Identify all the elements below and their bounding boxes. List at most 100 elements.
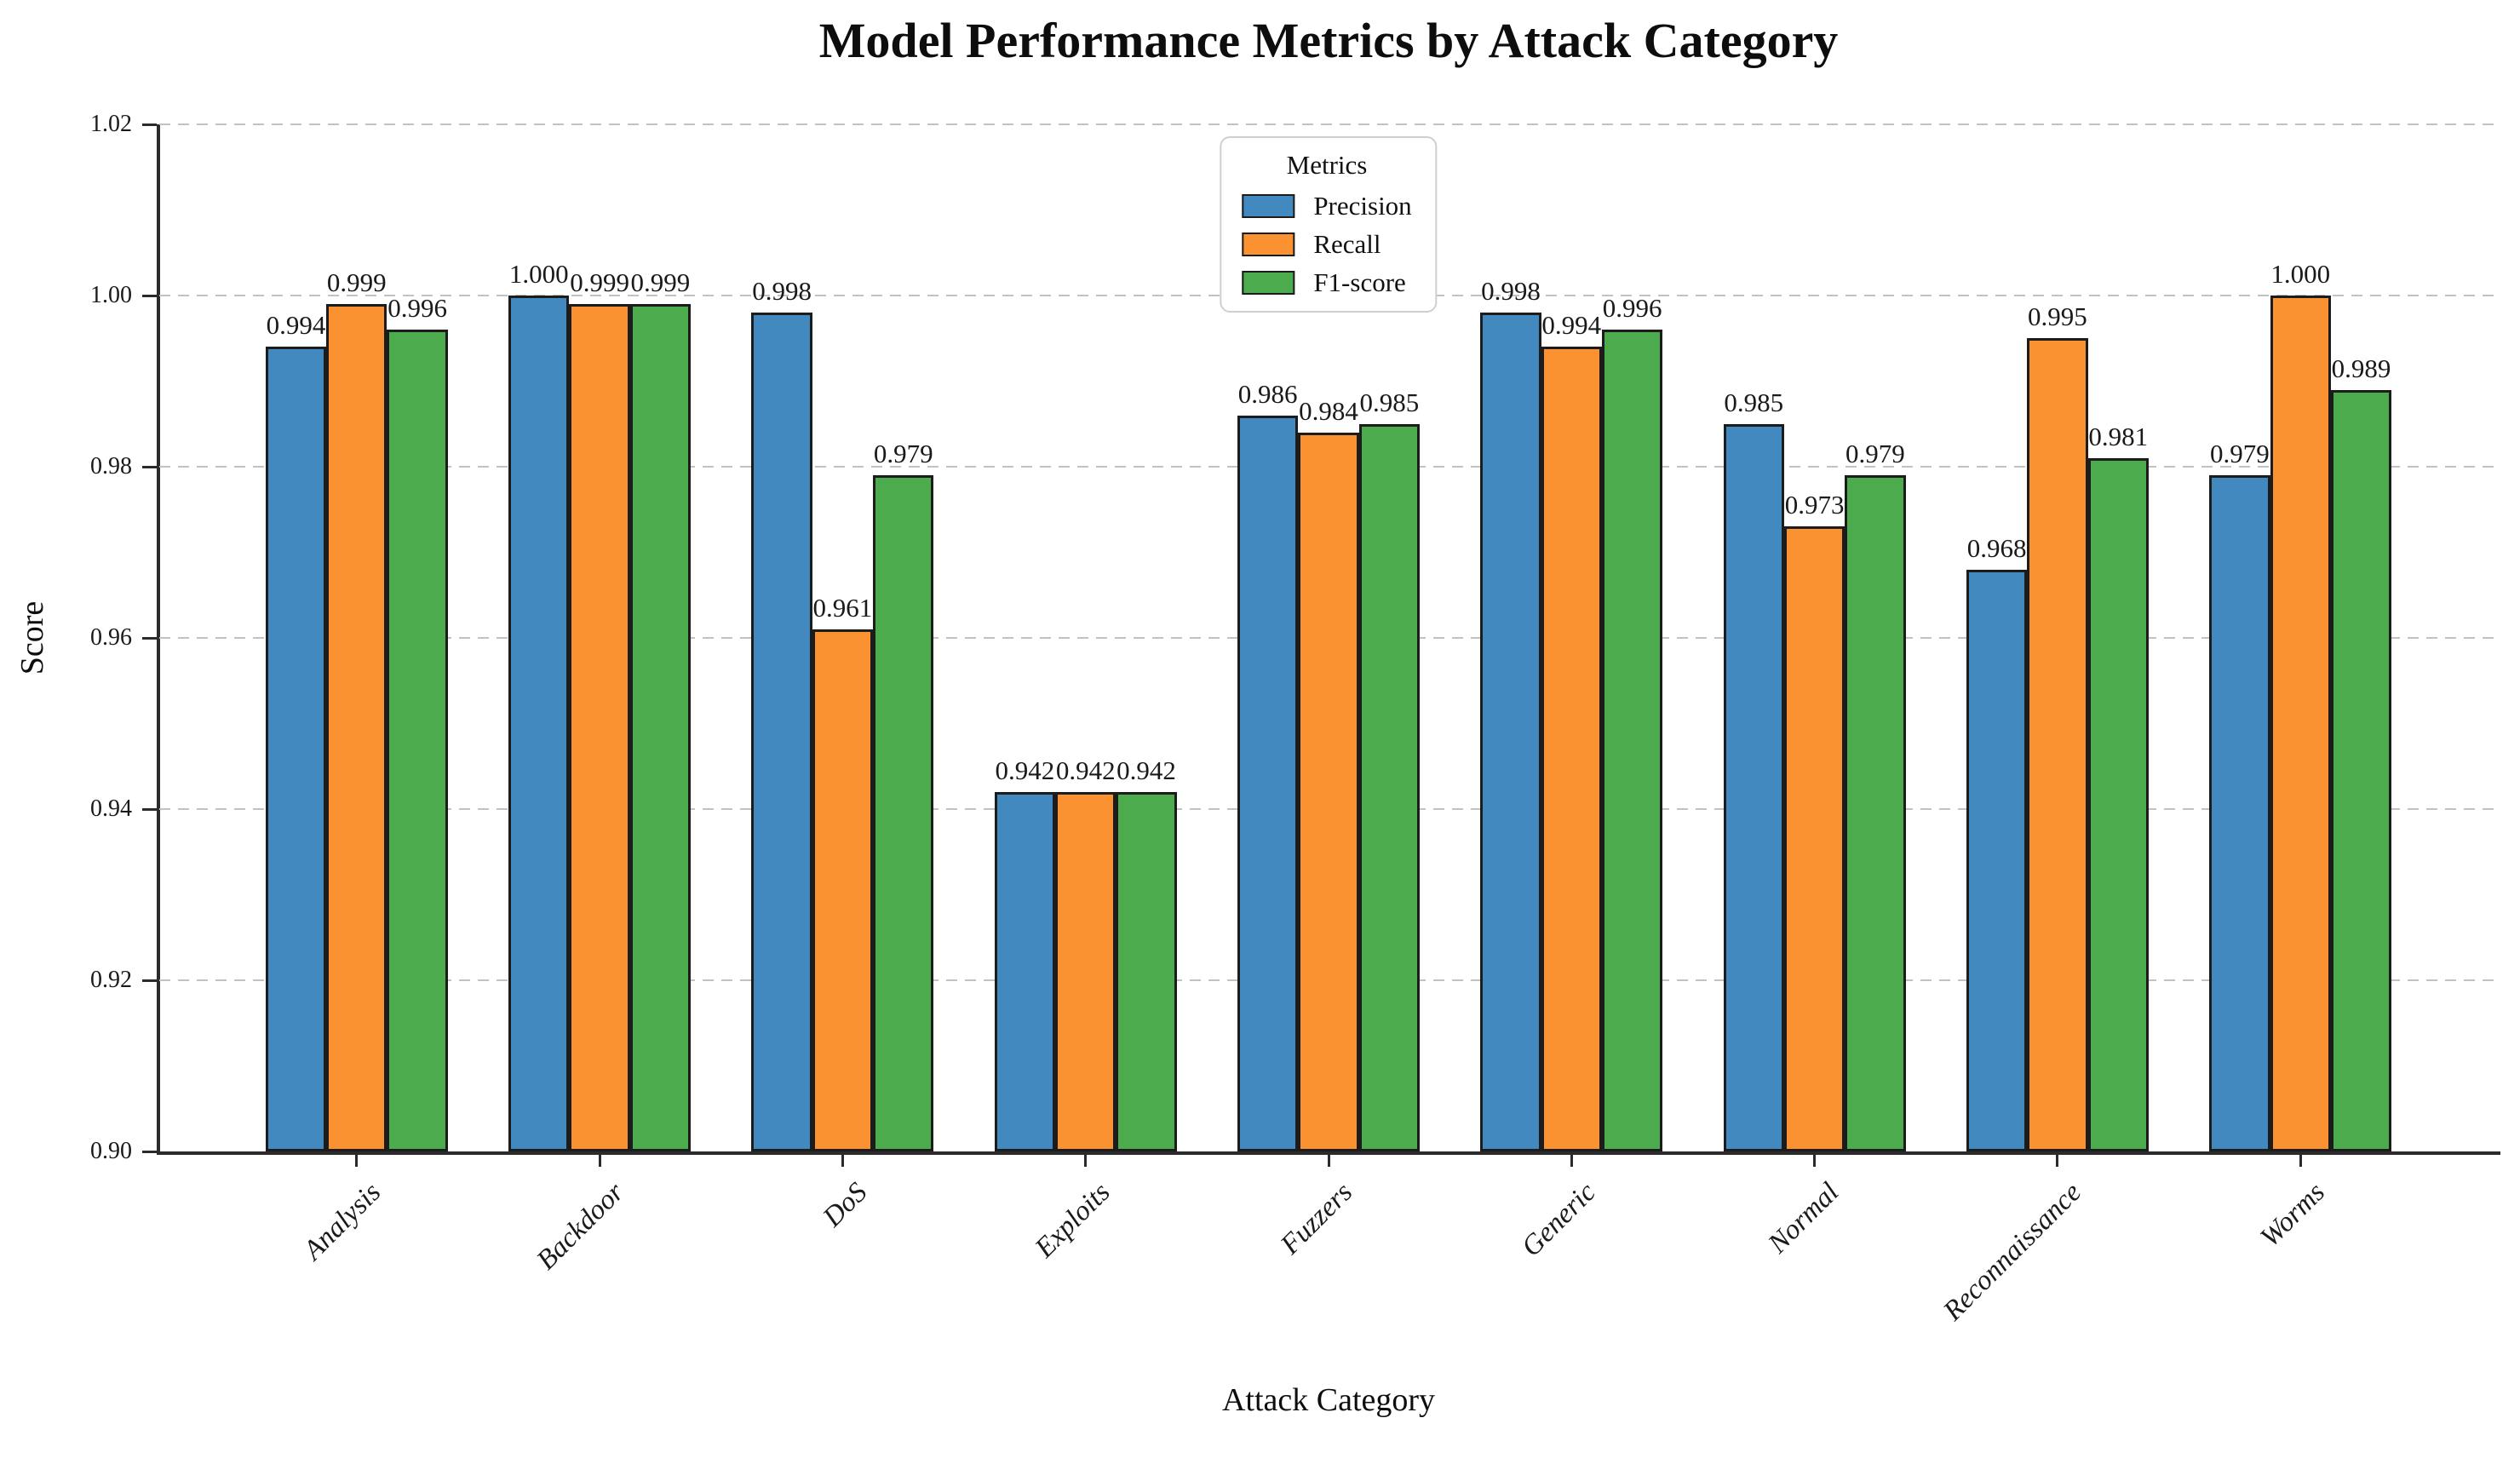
bar-value-label-recall-worms: 1.000	[2270, 259, 2331, 289]
y-tick-label-0.96: 0.96	[90, 624, 132, 651]
bar-value-label-f1-score-reconnaissance: 0.981	[2088, 421, 2149, 451]
bar-value-label-recall-reconnaissance: 0.995	[2028, 301, 2087, 332]
chart-title: Model Performance Metrics by Attack Cate…	[818, 13, 1839, 68]
legend-title: Metrics	[1286, 150, 1368, 180]
y-tick-label-0.94: 0.94	[90, 795, 132, 822]
bar-f1-score-exploits	[1116, 791, 1177, 1151]
legend-items: Precision Recall F1-score	[1242, 191, 1412, 296]
bar-f1-score-backdoor	[629, 304, 692, 1151]
bar-value-label-precision-reconnaissance: 0.968	[1966, 532, 2027, 563]
bar-value-label-precision-generic: 0.998	[1481, 276, 1541, 307]
bar-value-label-precision-fuzzers: 0.986	[1237, 378, 1298, 409]
x-tick-mark-fuzzers	[1327, 1154, 1330, 1167]
bar-f1-score-analysis	[387, 330, 448, 1151]
x-tick-mark-dos	[841, 1154, 844, 1167]
y-tick-label-0.92: 0.92	[90, 967, 132, 993]
bar-value-label-recall-fuzzers: 0.984	[1299, 395, 1358, 426]
bar-precision-worms	[2209, 475, 2270, 1151]
y-tick-label-1.00: 1.00	[90, 282, 132, 308]
bar-value-label-precision-normal: 0.985	[1724, 387, 1784, 417]
bar-value-label-recall-exploits: 0.942	[1055, 755, 1116, 785]
bar-precision-reconnaissance	[1966, 569, 2028, 1151]
legend-label-precision: Precision	[1313, 191, 1412, 221]
bar-recall-reconnaissance	[2027, 338, 2088, 1151]
y-tick-label-1.02: 1.02	[90, 111, 132, 137]
x-tick-mark-worms	[2299, 1154, 2302, 1167]
x-tick-label-analysis: Analysis	[297, 1177, 387, 1266]
bar-f1-score-dos	[873, 475, 934, 1151]
bar-f1-score-reconnaissance	[2087, 457, 2149, 1151]
bar-value-label-f1-score-generic: 0.996	[1602, 293, 1662, 324]
bar-value-label-precision-backdoor: 1.000	[508, 259, 569, 289]
bar-value-label-f1-score-dos: 0.979	[873, 439, 933, 469]
bar-recall-dos	[812, 629, 874, 1151]
y-axis-spine	[157, 124, 160, 1154]
bar-precision-backdoor	[508, 296, 570, 1151]
x-axis-title: Attack Category	[1221, 1382, 1436, 1418]
legend-label-recall: Recall	[1313, 229, 1381, 259]
gridline-1.02	[159, 123, 2498, 126]
bar-precision-exploits	[994, 791, 1056, 1151]
x-tick-mark-backdoor	[598, 1154, 601, 1167]
legend-item-recall: Recall	[1242, 231, 1411, 257]
x-tick-label-exploits: Exploits	[1029, 1177, 1116, 1264]
y-tick-mark-0.92	[142, 979, 157, 982]
bar-value-label-precision-worms: 0.979	[2209, 439, 2270, 469]
bar-f1-score-normal	[1845, 475, 1906, 1151]
bar-value-label-recall-generic: 0.994	[1541, 310, 1602, 341]
y-tick-mark-0.96	[142, 636, 157, 640]
bar-precision-fuzzers	[1237, 415, 1299, 1151]
x-tick-mark-reconnaissance	[2056, 1154, 2059, 1167]
bar-value-label-f1-score-worms: 0.989	[2331, 353, 2391, 383]
legend-item-precision: Precision	[1242, 191, 1412, 221]
x-tick-mark-normal	[1813, 1154, 1817, 1167]
x-axis-spine	[157, 1151, 2500, 1155]
x-tick-mark-exploits	[1084, 1154, 1088, 1167]
bar-value-label-recall-dos: 0.961	[812, 592, 873, 623]
bar-recall-exploits	[1055, 791, 1116, 1151]
x-tick-label-normal: Normal	[1762, 1177, 1846, 1260]
legend-swatch-precision	[1242, 193, 1295, 218]
y-tick-mark-0.94	[142, 807, 157, 811]
legend: Metrics Precision Recall F1-score	[1220, 136, 1438, 313]
x-tick-label-reconnaissance: Reconnaissance	[1937, 1177, 2088, 1327]
bar-value-label-precision-dos: 0.998	[752, 276, 812, 307]
bar-value-label-recall-backdoor: 0.999	[570, 267, 629, 298]
y-tick-label-0.98: 0.98	[90, 453, 132, 479]
legend-item-f1-score: F1-score	[1242, 269, 1411, 296]
legend-swatch-f1-score	[1242, 270, 1295, 295]
plot-area: Metrics Precision Recall F1-score 0.90 0.92…	[90, 112, 2500, 1327]
bar-recall-worms	[2270, 296, 2331, 1151]
x-tick-mark-analysis	[355, 1154, 359, 1167]
x-tick-label-worms: Worms	[2254, 1177, 2331, 1254]
bar-precision-normal	[1723, 423, 1784, 1151]
bar-f1-score-worms	[2330, 389, 2392, 1151]
y-tick-label-0.90: 0.90	[90, 1138, 132, 1164]
bar-value-label-f1-score-normal: 0.979	[1846, 439, 1905, 469]
bar-value-label-precision-exploits: 0.942	[995, 755, 1055, 785]
bar-precision-generic	[1480, 313, 1541, 1151]
legend-swatch-recall	[1242, 232, 1295, 256]
bar-value-label-f1-score-backdoor: 0.999	[630, 267, 691, 298]
x-tick-label-generic: Generic	[1516, 1177, 1602, 1263]
y-tick-mark-0.90	[142, 1150, 157, 1153]
bar-recall-analysis	[326, 304, 387, 1151]
bar-f1-score-generic	[1601, 330, 1663, 1151]
y-tick-mark-1.02	[142, 123, 157, 126]
bar-recall-backdoor	[569, 304, 630, 1151]
x-tick-label-fuzzers: Fuzzers	[1275, 1177, 1359, 1261]
y-tick-mark-0.98	[142, 465, 157, 468]
bar-value-label-precision-analysis: 0.994	[266, 310, 326, 341]
bar-f1-score-fuzzers	[1358, 423, 1420, 1151]
bar-recall-fuzzers	[1298, 432, 1359, 1151]
bar-precision-analysis	[265, 347, 327, 1151]
bar-recall-normal	[1783, 526, 1846, 1151]
x-tick-label-backdoor: Backdoor	[531, 1177, 630, 1277]
bar-value-label-f1-score-exploits: 0.942	[1116, 755, 1176, 785]
bar-recall-generic	[1541, 347, 1602, 1151]
bar-value-label-f1-score-fuzzers: 0.985	[1359, 387, 1420, 417]
x-tick-label-dos: DoS	[817, 1177, 873, 1233]
bar-value-label-f1-score-analysis: 0.996	[387, 293, 447, 324]
x-tick-mark-generic	[1570, 1154, 1573, 1167]
